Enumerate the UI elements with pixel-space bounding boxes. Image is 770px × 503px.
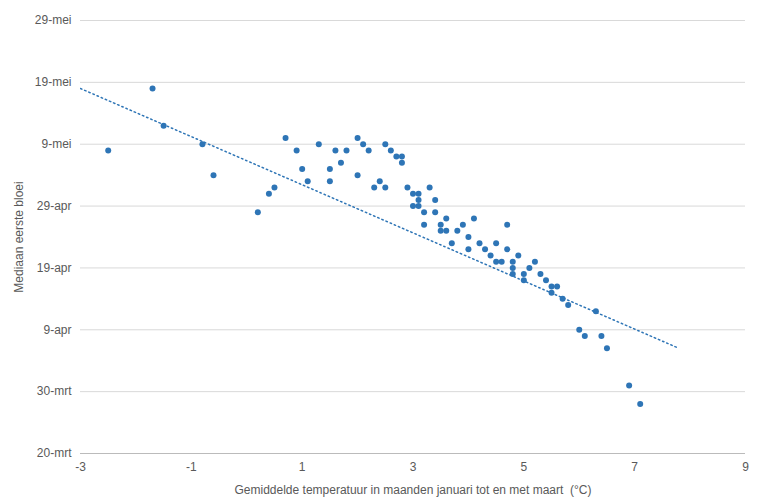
svg-text:1: 1 [299, 460, 306, 474]
svg-text:-1: -1 [186, 460, 197, 474]
svg-text:9-mei: 9-mei [41, 137, 71, 151]
svg-text:7: 7 [631, 460, 638, 474]
svg-text:5: 5 [520, 460, 527, 474]
svg-text:9: 9 [742, 460, 749, 474]
svg-text:19-apr: 19-apr [37, 261, 72, 275]
svg-text:30-mrt: 30-mrt [37, 384, 72, 398]
svg-text:9-apr: 9-apr [43, 323, 71, 337]
svg-text:29-apr: 29-apr [37, 199, 72, 213]
svg-text:3: 3 [410, 460, 417, 474]
svg-text:20-mrt: 20-mrt [37, 446, 72, 460]
svg-text:19-mei: 19-mei [35, 75, 72, 89]
svg-text:29-mei: 29-mei [35, 13, 72, 27]
svg-text:Mediaan eerste bloei: Mediaan eerste bloei [12, 181, 26, 292]
svg-text:-3: -3 [75, 460, 86, 474]
svg-text:Gemiddelde temperatuur in maan: Gemiddelde temperatuur in maanden januar… [235, 483, 592, 497]
